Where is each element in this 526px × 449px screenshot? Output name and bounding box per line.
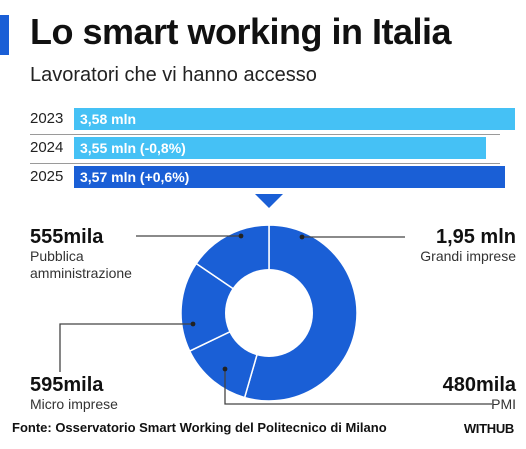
- donut-hole: [225, 269, 313, 357]
- chart-title: Lo smart working in Italia: [30, 11, 452, 52]
- chart-subtitle: Lavoratori che vi hanno accesso: [30, 64, 317, 86]
- slice-name: Grandi imprese: [420, 248, 516, 264]
- year-label: 2025: [30, 168, 64, 185]
- label-pmi: 480mila PMI: [443, 374, 516, 413]
- source-note: Fonte: Osservatorio Smart Working del Po…: [12, 420, 387, 435]
- bar-2024: 3,55 mln (-0,8%): [74, 137, 486, 159]
- leader-dot-pa: [238, 233, 244, 239]
- slice-name-line1: Pubblica: [30, 248, 84, 264]
- bar-2023: 3,58 mln: [74, 108, 515, 130]
- bar-value-label: 3,55 mln (-0,8%): [80, 140, 186, 156]
- leader-dot-pmi: [222, 366, 228, 372]
- slice-value: 1,95 mln: [435, 226, 516, 248]
- row-divider: [30, 163, 500, 164]
- slice-name: PMI: [491, 396, 516, 412]
- bar-value-label: 3,58 mln: [80, 111, 137, 127]
- pointer-triangle: [255, 194, 283, 208]
- accent-bar: [0, 15, 9, 55]
- leader-dot-grandi: [299, 234, 305, 240]
- leader-dot-micro: [190, 321, 196, 327]
- slice-name: Micro imprese: [30, 396, 118, 412]
- slice-name-line2: amministrazione: [30, 265, 132, 281]
- year-label: 2023: [30, 110, 64, 127]
- slice-value: 480mila: [442, 374, 516, 396]
- leader-line-pmi: [224, 369, 492, 405]
- bar-2025: 3,57 mln (+0,6%): [74, 166, 505, 188]
- donut-slice-2: [180, 262, 271, 353]
- year-label: 2024: [30, 139, 64, 156]
- brand-logo: WITHUB: [463, 421, 514, 436]
- leader-line-micro: [59, 323, 193, 372]
- row-divider: [30, 134, 500, 135]
- label-pa: 555mila Pubblica amministrazione: [30, 226, 132, 282]
- bar-value-label: 3,57 mln (+0,6%): [80, 169, 190, 185]
- label-grandi: 1,95 mln Grandi imprese: [420, 226, 516, 265]
- slice-value: 555mila: [30, 226, 104, 248]
- slice-value: 595mila: [30, 374, 104, 396]
- label-micro: 595mila Micro imprese: [30, 374, 118, 413]
